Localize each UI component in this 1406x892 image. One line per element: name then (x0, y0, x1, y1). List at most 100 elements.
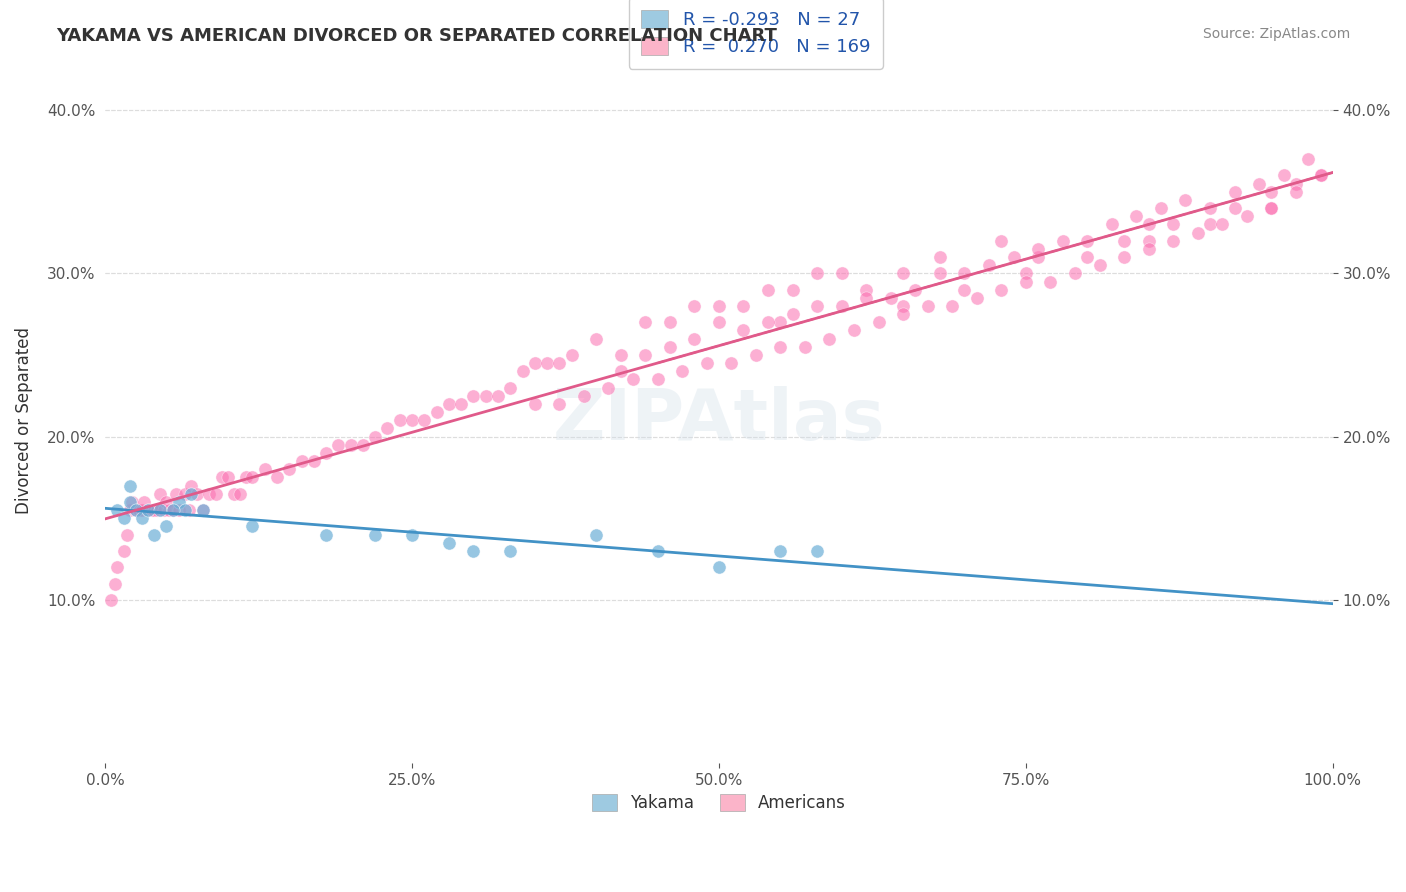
Point (134, 495, 156, 509)
Point (769, 544, 792, 558)
Point (707, 560, 730, 574)
Point (486, 389, 509, 403)
Point (167, 495, 190, 509)
Y-axis label: Divorced or Separated: Divorced or Separated (15, 326, 32, 514)
Point (917, 299, 939, 313)
Point (204, 487, 226, 501)
Point (211, 470, 233, 484)
Point (437, 397, 460, 411)
Point (1187, 226, 1209, 240)
Point (141, 503, 163, 517)
Point (1199, 218, 1222, 232)
Point (352, 438, 374, 452)
Point (118, 495, 141, 509)
Point (891, 266, 914, 280)
Point (733, 324, 755, 338)
Point (1309, 169, 1331, 183)
Point (941, 299, 963, 313)
Point (1088, 258, 1111, 272)
Point (1137, 234, 1160, 248)
Point (1161, 234, 1184, 248)
Point (193, 503, 215, 517)
Point (1026, 250, 1049, 264)
Point (193, 503, 215, 517)
Point (1174, 193, 1197, 207)
Point (149, 503, 172, 517)
Point (720, 356, 742, 370)
Point (868, 315, 890, 329)
Point (621, 372, 644, 386)
Point (143, 527, 166, 541)
Point (222, 487, 245, 501)
Point (315, 446, 337, 460)
Point (831, 299, 853, 313)
Point (1026, 242, 1049, 256)
Point (155, 519, 177, 533)
Point (162, 503, 184, 517)
Point (1052, 234, 1074, 248)
Point (572, 389, 595, 403)
Point (745, 348, 768, 362)
Point (115, 527, 138, 541)
Point (1076, 250, 1098, 264)
Point (658, 340, 681, 354)
Point (769, 315, 792, 329)
Text: YAKAMA VS AMERICAN DIVORCED OR SEPARATED CORRELATION CHART: YAKAMA VS AMERICAN DIVORCED OR SEPARATED… (56, 27, 778, 45)
Point (253, 462, 276, 476)
Point (401, 527, 423, 541)
Point (855, 283, 877, 297)
Point (266, 470, 288, 484)
Point (990, 234, 1012, 248)
Point (904, 283, 927, 297)
Point (634, 348, 657, 362)
Point (198, 487, 221, 501)
Point (413, 413, 436, 427)
Point (1137, 242, 1160, 256)
Point (136, 503, 159, 517)
Point (388, 413, 411, 427)
Point (523, 397, 546, 411)
Point (707, 315, 730, 329)
Point (1039, 275, 1062, 289)
Point (104, 576, 127, 591)
Point (696, 356, 718, 370)
Point (842, 324, 865, 338)
Point (733, 299, 755, 313)
Point (891, 299, 914, 313)
Point (806, 299, 828, 313)
Point (463, 389, 485, 403)
Point (769, 340, 792, 354)
Point (966, 291, 988, 305)
Point (548, 397, 571, 411)
Point (463, 544, 485, 558)
Point (953, 283, 976, 297)
Point (561, 348, 583, 362)
Point (1260, 201, 1282, 215)
Text: ZIPAtlas: ZIPAtlas (553, 385, 886, 455)
Point (634, 315, 657, 329)
Point (242, 470, 264, 484)
Point (647, 372, 669, 386)
Point (1015, 266, 1038, 280)
Point (585, 527, 607, 541)
Point (929, 250, 952, 264)
Point (118, 503, 141, 517)
Point (585, 332, 607, 346)
Point (180, 478, 202, 492)
Point (683, 332, 706, 346)
Point (1236, 209, 1258, 223)
Point (153, 503, 176, 517)
Point (1296, 152, 1319, 166)
Point (145, 503, 167, 517)
Point (112, 544, 135, 558)
Point (658, 315, 681, 329)
Point (174, 503, 197, 517)
Text: Source: ZipAtlas.com: Source: ZipAtlas.com (1202, 27, 1350, 41)
Point (364, 429, 387, 443)
Point (1112, 250, 1135, 264)
Point (112, 511, 135, 525)
Point (105, 503, 128, 517)
Point (1150, 201, 1173, 215)
Point (180, 487, 202, 501)
Point (174, 487, 197, 501)
